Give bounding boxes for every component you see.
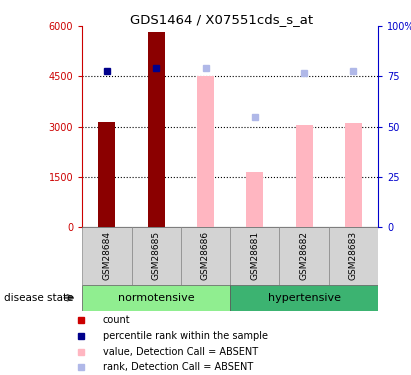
Bar — [230, 227, 279, 285]
Text: GSM28681: GSM28681 — [250, 231, 259, 280]
Text: GSM28684: GSM28684 — [102, 231, 111, 280]
Bar — [329, 227, 378, 285]
Bar — [148, 32, 165, 227]
Bar — [197, 76, 214, 227]
Text: disease state: disease state — [4, 293, 74, 303]
Bar — [230, 285, 378, 310]
Bar — [181, 227, 230, 285]
Text: value, Detection Call = ABSENT: value, Detection Call = ABSENT — [103, 346, 258, 357]
Text: GSM28682: GSM28682 — [300, 231, 309, 280]
Text: GSM28685: GSM28685 — [152, 231, 161, 280]
Bar — [82, 227, 132, 285]
Text: count: count — [103, 315, 130, 325]
Text: normotensive: normotensive — [118, 293, 194, 303]
Text: GDS1464 / X07551cds_s_at: GDS1464 / X07551cds_s_at — [130, 13, 314, 26]
Text: GSM28683: GSM28683 — [349, 231, 358, 280]
Bar — [98, 122, 115, 227]
Bar — [279, 227, 329, 285]
Text: rank, Detection Call = ABSENT: rank, Detection Call = ABSENT — [103, 362, 253, 372]
Bar — [246, 172, 263, 227]
Bar — [345, 123, 362, 227]
Text: hypertensive: hypertensive — [268, 293, 341, 303]
Bar — [132, 227, 181, 285]
Bar — [296, 125, 313, 227]
Bar — [82, 285, 230, 310]
Text: GSM28686: GSM28686 — [201, 231, 210, 280]
Text: percentile rank within the sample: percentile rank within the sample — [103, 331, 268, 341]
